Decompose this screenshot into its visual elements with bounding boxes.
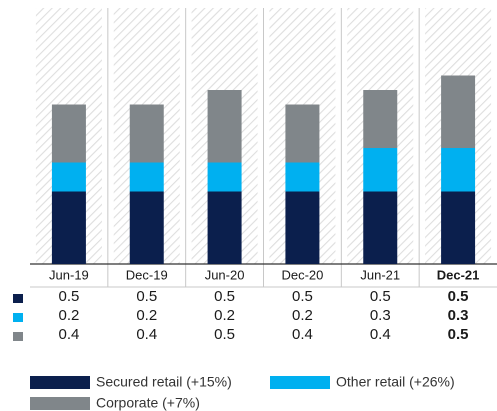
category-label: Dec-20 [281, 267, 323, 282]
legend-label: Other retail (+26%) [336, 374, 455, 390]
table-value: 0.5 [292, 288, 313, 305]
table-value: 0.5 [58, 288, 79, 305]
table-value: 0.5 [136, 288, 157, 305]
bar-segment [207, 90, 242, 163]
bar-segment [285, 104, 320, 163]
bar-segment [363, 191, 398, 264]
table-value: 0.4 [292, 326, 313, 343]
table-value: 0.3 [448, 307, 469, 324]
table-value: 0.5 [448, 288, 469, 305]
bar-segment [129, 162, 164, 192]
table-value: 0.4 [58, 326, 79, 343]
bar-segment [51, 104, 86, 163]
legend-swatch [270, 376, 330, 389]
table-value: 0.5 [370, 288, 391, 305]
bar-segment [207, 191, 242, 264]
category-label: Jun-19 [49, 267, 89, 282]
bar-segment [285, 191, 320, 264]
table-value: 0.5 [448, 326, 469, 343]
table-value: 0.2 [136, 307, 157, 324]
table-value: 0.2 [58, 307, 79, 324]
row-marker [13, 313, 23, 322]
table-value: 0.3 [370, 307, 391, 324]
category-label: Jun-21 [360, 267, 400, 282]
category-label: Jun-20 [205, 267, 245, 282]
bar-segment [441, 191, 476, 264]
category-label: Dec-19 [126, 267, 168, 282]
category-label: Dec-21 [437, 267, 480, 282]
row-marker [13, 294, 23, 303]
legend-swatch [30, 397, 90, 410]
bar-segment [363, 90, 398, 148]
bar-segment [441, 148, 476, 192]
bar-segment [129, 104, 164, 163]
bar-segment [129, 191, 164, 264]
table-value: 0.4 [370, 326, 391, 343]
table-value: 0.2 [292, 307, 313, 324]
legend-swatch [30, 376, 90, 389]
table-value: 0.5 [214, 326, 235, 343]
legend-label: Corporate (+7%) [96, 395, 200, 411]
table-value: 0.4 [136, 326, 157, 343]
table-value: 0.2 [214, 307, 235, 324]
legend-label: Secured retail (+15%) [96, 374, 232, 390]
table-value: 0.5 [214, 288, 235, 305]
bar-segment [207, 162, 242, 192]
bar-segment [51, 162, 86, 192]
bar-segment [285, 162, 320, 192]
bar-segment [363, 148, 398, 192]
bar-segment [51, 191, 86, 264]
row-marker [13, 332, 23, 341]
bar-segment [441, 75, 476, 148]
